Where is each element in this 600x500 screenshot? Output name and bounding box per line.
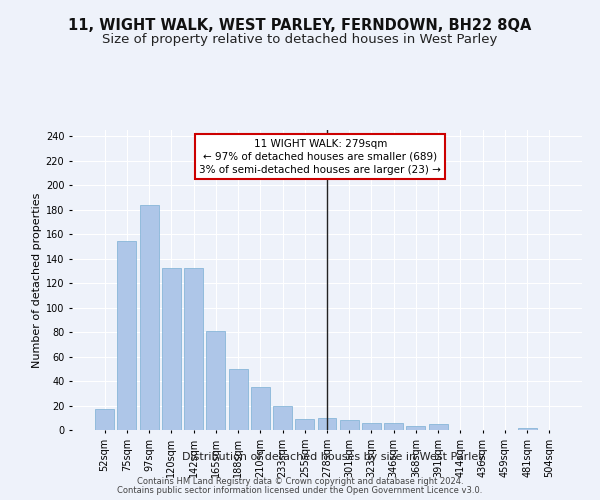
Bar bbox=[118, 242, 136, 430]
Bar bbox=[384, 422, 403, 430]
Text: Size of property relative to detached houses in West Parley: Size of property relative to detached ho… bbox=[103, 32, 497, 46]
Text: Contains public sector information licensed under the Open Government Licence v3: Contains public sector information licen… bbox=[118, 486, 482, 495]
Bar bbox=[406, 426, 425, 430]
Bar bbox=[184, 268, 203, 430]
Bar bbox=[95, 409, 114, 430]
Bar bbox=[317, 418, 337, 430]
Bar bbox=[362, 422, 381, 430]
Bar bbox=[340, 420, 359, 430]
Bar bbox=[273, 406, 292, 430]
Bar bbox=[229, 369, 248, 430]
Text: Distribution of detached houses by size in West Parley: Distribution of detached houses by size … bbox=[182, 452, 484, 462]
Bar bbox=[251, 387, 270, 430]
Bar bbox=[140, 204, 158, 430]
Y-axis label: Number of detached properties: Number of detached properties bbox=[32, 192, 41, 368]
Bar bbox=[206, 331, 225, 430]
Bar bbox=[518, 428, 536, 430]
Bar bbox=[162, 268, 181, 430]
Bar bbox=[429, 424, 448, 430]
Text: 11 WIGHT WALK: 279sqm
← 97% of detached houses are smaller (689)
3% of semi-deta: 11 WIGHT WALK: 279sqm ← 97% of detached … bbox=[199, 138, 441, 175]
Text: Contains HM Land Registry data © Crown copyright and database right 2024.: Contains HM Land Registry data © Crown c… bbox=[137, 477, 463, 486]
Bar bbox=[295, 419, 314, 430]
Text: 11, WIGHT WALK, WEST PARLEY, FERNDOWN, BH22 8QA: 11, WIGHT WALK, WEST PARLEY, FERNDOWN, B… bbox=[68, 18, 532, 32]
